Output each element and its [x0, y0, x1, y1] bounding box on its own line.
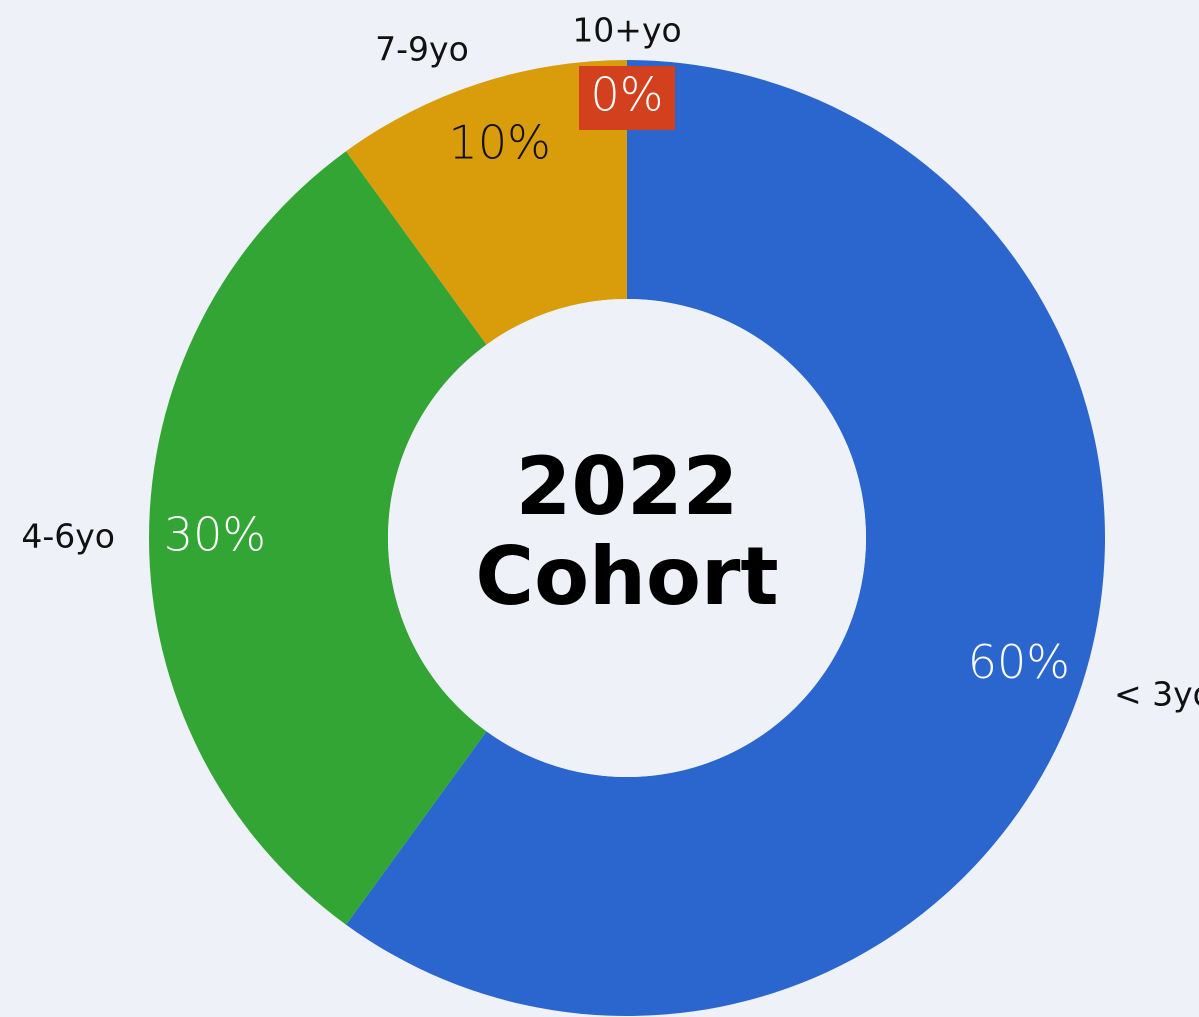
value-label: 60% [968, 635, 1070, 689]
label-background [579, 66, 675, 130]
donut-slice [148, 151, 487, 925]
donut-slice [346, 60, 1105, 1017]
category-label: 7-9yo [375, 30, 469, 69]
value-label: 10% [449, 116, 551, 170]
center-title: Cohort [475, 530, 778, 623]
category-label: 10+yo [572, 11, 681, 50]
value-label: 0% [591, 68, 664, 122]
donut-hole [388, 299, 866, 777]
category-label: 4-6yo [21, 517, 115, 556]
center-title: 2022 [516, 440, 739, 533]
category-label: < 3yo [1114, 675, 1199, 714]
value-label: 30% [164, 508, 266, 562]
donut-slice [346, 60, 627, 345]
